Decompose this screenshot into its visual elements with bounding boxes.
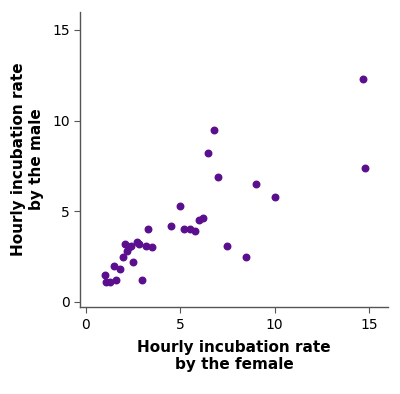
Point bbox=[107, 279, 114, 285]
Point bbox=[145, 226, 151, 232]
Point bbox=[243, 253, 250, 260]
Point bbox=[177, 203, 183, 209]
Point bbox=[120, 253, 127, 260]
Point bbox=[196, 217, 202, 223]
Point bbox=[103, 279, 110, 285]
Point bbox=[200, 216, 206, 222]
Point bbox=[130, 259, 136, 265]
Point bbox=[124, 248, 130, 254]
Point bbox=[111, 262, 117, 269]
Point bbox=[360, 76, 367, 82]
Point bbox=[215, 174, 221, 180]
X-axis label: Hourly incubation rate
by the female: Hourly incubation rate by the female bbox=[137, 340, 331, 372]
Point bbox=[252, 181, 259, 187]
Point bbox=[135, 241, 142, 247]
Point bbox=[168, 223, 174, 229]
Point bbox=[139, 277, 146, 283]
Point bbox=[122, 241, 128, 247]
Point bbox=[116, 266, 123, 272]
Point bbox=[181, 226, 187, 232]
Point bbox=[143, 243, 149, 249]
Point bbox=[113, 277, 119, 283]
Point bbox=[211, 126, 217, 133]
Point bbox=[186, 226, 193, 232]
Point bbox=[362, 165, 368, 171]
Point bbox=[192, 228, 198, 234]
Point bbox=[134, 239, 140, 245]
Point bbox=[149, 244, 155, 251]
Y-axis label: Hourly incubation rate
by the male: Hourly incubation rate by the male bbox=[11, 63, 44, 256]
Point bbox=[224, 243, 230, 249]
Point bbox=[128, 243, 134, 249]
Point bbox=[101, 271, 108, 278]
Point bbox=[205, 150, 212, 156]
Point bbox=[126, 244, 132, 251]
Point bbox=[272, 193, 278, 200]
